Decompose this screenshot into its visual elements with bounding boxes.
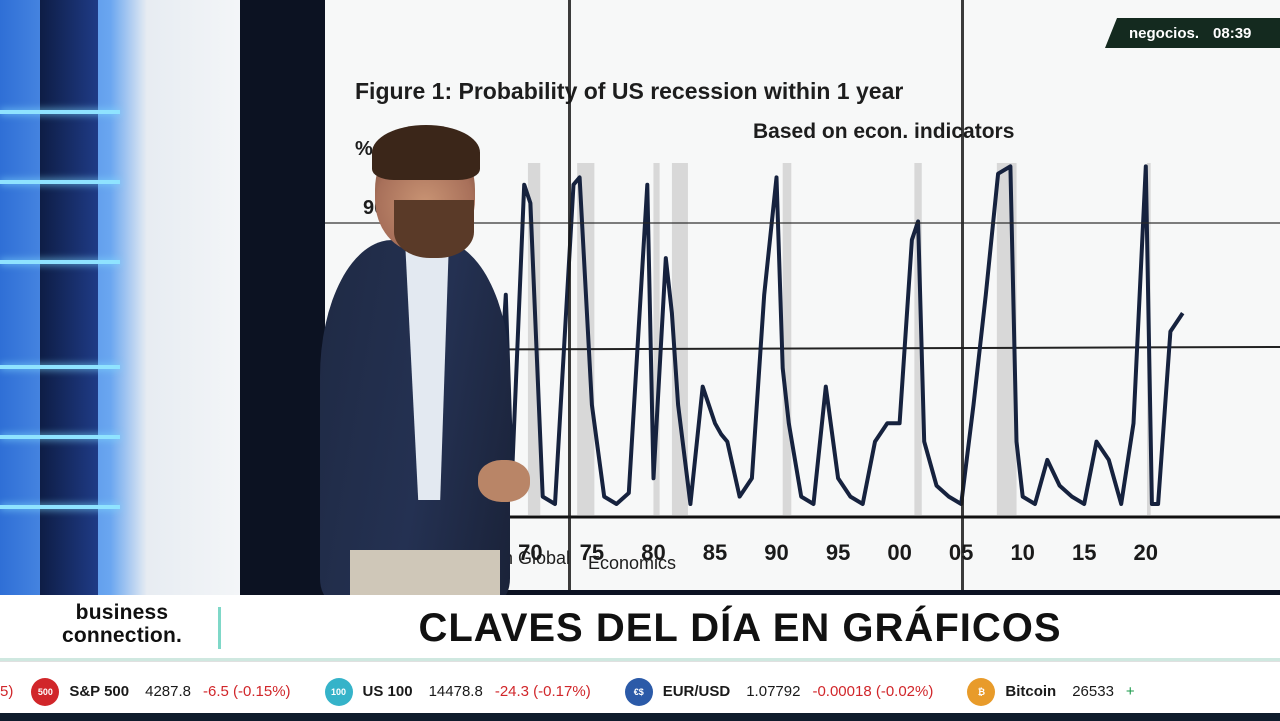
channel-badge: negocios. 08:39 xyxy=(1105,18,1280,48)
x-tick-label: 10 xyxy=(1010,540,1034,565)
studio-background: 7075808590950005101520 Figure 1: Probabi… xyxy=(0,0,1280,595)
presenter-trousers xyxy=(350,550,500,595)
ticker-name: EUR/USD xyxy=(662,683,731,700)
x-tick-label: 80 xyxy=(641,540,665,565)
show-logo-line2: connection. xyxy=(61,624,183,647)
chart-subtitle: Based on econ. indicators xyxy=(753,120,1015,143)
presenter xyxy=(310,120,540,595)
recession-shading xyxy=(671,163,688,515)
ticker-name: S&P 500 xyxy=(69,683,130,700)
show-logo-line1: business xyxy=(75,601,169,624)
market-ticker: 5) 500 S&P 500 4287.8 -6.5 (-0.15%) 100 US 10… xyxy=(0,661,1280,721)
video-wall-seam xyxy=(961,0,964,590)
led-strip xyxy=(0,180,120,184)
presenter-hand xyxy=(478,460,530,502)
x-tick-label: 85 xyxy=(703,540,727,565)
recession-probability-line xyxy=(491,164,1185,506)
ticker-change: -0.00018 (-0.02%) xyxy=(812,683,934,700)
recession-shading xyxy=(653,163,660,515)
video-wall-seam xyxy=(325,222,1280,224)
presenter-beard xyxy=(394,200,474,258)
headline: CLAVES DEL DÍA EN GRÁFICOS xyxy=(418,605,1062,650)
ticker-item: 500 S&P 500 4287.8 -6.5 (-0.15%) xyxy=(31,662,291,721)
chart-source-fragment: n Global xyxy=(503,548,571,568)
ticker-item: €$ EUR/USD 1.07792 -0.00018 (-0.02%) xyxy=(624,662,934,721)
ticker-change: -6.5 (-0.15%) xyxy=(203,683,291,700)
chart-source-fragment: Economics xyxy=(588,553,677,573)
led-strip xyxy=(0,435,120,439)
led-strip xyxy=(0,260,120,264)
channel-brand: negocios. xyxy=(1129,24,1200,42)
ticker-change: + xyxy=(1125,683,1135,700)
ticker-value: 4287.8 xyxy=(145,683,191,700)
lower-third-accent xyxy=(0,658,1280,661)
ticker-icon: €$ xyxy=(624,677,653,706)
ticker-value: 14478.8 xyxy=(428,683,483,700)
logo-divider xyxy=(218,607,221,649)
led-strip xyxy=(0,365,120,369)
ticker-bottom-bar xyxy=(0,713,1280,721)
ticker-change: -24.3 (-0.17%) xyxy=(494,683,591,700)
clock: 08:39 xyxy=(1213,24,1252,42)
led-strip xyxy=(0,505,120,509)
lower-third: business connection. CLAVES DEL DÍA EN G… xyxy=(0,595,1280,661)
ticker-value: 1.07792 xyxy=(746,683,801,700)
presenter-hair xyxy=(372,125,480,180)
ticker-lead: 5) xyxy=(0,662,13,721)
x-tick-label: 90 xyxy=(764,540,788,565)
ticker-lead-change: 5) xyxy=(0,683,14,700)
ticker-item: ₿ Bitcoin 26533 + xyxy=(967,662,1135,721)
ticker-track: 5) 500 S&P 500 4287.8 -6.5 (-0.15%) 100 US 10… xyxy=(0,662,1280,721)
ticker-icon: 100 xyxy=(324,677,353,706)
ticker-value: 26533 xyxy=(1072,683,1114,700)
show-logo: business connection. xyxy=(38,601,206,647)
x-tick-label: 95 xyxy=(826,540,850,565)
ticker-item: 100 US 100 14478.8 -24.3 (-0.17%) xyxy=(324,662,591,721)
recession-shading xyxy=(914,163,922,515)
x-tick-label: 15 xyxy=(1072,540,1096,565)
ticker-icon: ₿ xyxy=(967,677,996,706)
chart-title: Figure 1: Probability of US recession wi… xyxy=(355,78,904,104)
recession-shading xyxy=(782,163,792,515)
x-tick-label: 70 xyxy=(518,540,542,565)
studio-left-wall xyxy=(0,0,245,595)
x-tick-label: 00 xyxy=(887,540,911,565)
ticker-name: Bitcoin xyxy=(1005,683,1057,700)
studio-dark-column xyxy=(40,0,98,595)
x-tick-label: 20 xyxy=(1134,540,1158,565)
ticker-icon: 500 xyxy=(31,677,60,706)
x-tick-label: 75 xyxy=(580,540,604,565)
ticker-name: US 100 xyxy=(362,683,413,700)
recession-shading xyxy=(577,163,595,515)
led-strip xyxy=(0,110,120,114)
video-wall-seam xyxy=(568,0,571,590)
recession-probability-chart: 7075808590950005101520 xyxy=(325,163,1280,565)
